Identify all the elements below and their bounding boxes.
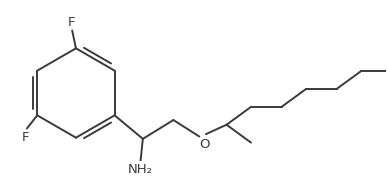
- Text: O: O: [200, 138, 210, 151]
- Text: F: F: [22, 131, 30, 144]
- Text: NH₂: NH₂: [128, 163, 153, 176]
- Text: F: F: [67, 16, 75, 29]
